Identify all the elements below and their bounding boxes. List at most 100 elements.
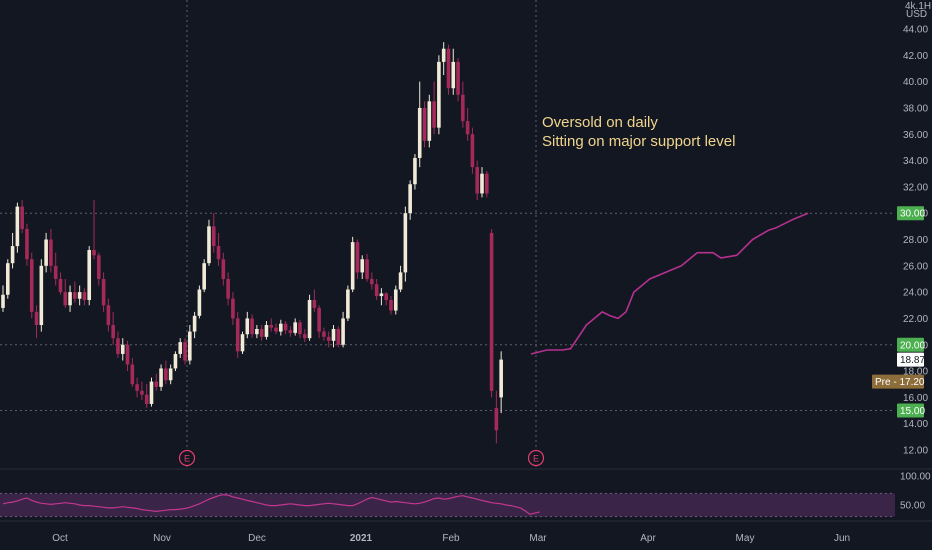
candle bbox=[250, 314, 254, 339]
candle-body bbox=[101, 278, 106, 306]
candle bbox=[207, 219, 211, 266]
candle-body bbox=[384, 293, 388, 301]
candle-body bbox=[15, 206, 20, 247]
candle bbox=[164, 360, 168, 385]
price-level-tag: 15.00 bbox=[897, 403, 925, 418]
candle bbox=[331, 325, 336, 348]
candle bbox=[283, 321, 288, 335]
price-level-tag-label: 30.00 bbox=[900, 209, 925, 220]
chart-annotation: Oversold on daily bbox=[542, 114, 658, 131]
candle-body bbox=[231, 298, 235, 319]
price-level-tag: 20.00 bbox=[897, 337, 925, 352]
candle-body bbox=[413, 157, 417, 185]
candle bbox=[274, 323, 278, 335]
candle bbox=[384, 292, 388, 306]
candle-body bbox=[183, 342, 187, 361]
candle bbox=[34, 305, 39, 339]
candle-body bbox=[211, 226, 216, 247]
candle-body bbox=[29, 259, 34, 312]
candle bbox=[422, 101, 427, 148]
candle bbox=[379, 288, 384, 306]
candle bbox=[82, 288, 87, 306]
candle-body bbox=[250, 318, 254, 335]
candle bbox=[484, 171, 489, 198]
candle-body bbox=[489, 232, 494, 391]
price-level-tag-label: 18.87 bbox=[900, 355, 925, 366]
candle-body bbox=[326, 336, 331, 341]
candle-body bbox=[355, 242, 360, 273]
candle-body bbox=[63, 292, 68, 306]
candle-body bbox=[178, 342, 183, 354]
candle bbox=[73, 281, 77, 303]
price-tick-label: 40.00 bbox=[903, 77, 928, 88]
price-level-tag-bg bbox=[897, 352, 924, 367]
candle-body bbox=[197, 289, 202, 316]
candle bbox=[173, 351, 178, 372]
candle bbox=[456, 57, 460, 102]
candle bbox=[307, 294, 312, 341]
candle bbox=[101, 272, 106, 312]
candle-body bbox=[374, 284, 379, 297]
candle bbox=[159, 364, 163, 391]
candle-body bbox=[245, 318, 250, 335]
candle-body bbox=[279, 323, 283, 332]
candle bbox=[63, 278, 68, 308]
candle bbox=[259, 325, 264, 341]
candle bbox=[317, 305, 321, 339]
candle bbox=[279, 319, 283, 336]
candle-body bbox=[192, 315, 197, 332]
earnings-marker: E bbox=[178, 449, 196, 467]
candle bbox=[499, 351, 503, 414]
candle bbox=[370, 272, 374, 290]
candle-body bbox=[451, 61, 456, 89]
candle bbox=[221, 252, 226, 286]
candle bbox=[135, 377, 139, 398]
candle bbox=[446, 44, 451, 95]
candle-body bbox=[403, 213, 408, 273]
candle-body bbox=[49, 239, 53, 266]
earnings-marker-circle bbox=[527, 449, 545, 467]
candle bbox=[451, 48, 456, 95]
candle bbox=[475, 160, 480, 201]
candle bbox=[341, 311, 345, 348]
candle bbox=[365, 253, 369, 282]
price-unit-label: 4k.1H bbox=[905, 1, 931, 12]
time-tick-label: Mar bbox=[529, 533, 547, 544]
candle-body bbox=[461, 94, 465, 122]
candle bbox=[437, 55, 441, 135]
chart-annotation: Sitting on major support level bbox=[542, 133, 735, 150]
candle-body bbox=[73, 292, 77, 299]
candle-body bbox=[427, 101, 432, 141]
candle-body bbox=[346, 289, 350, 319]
candle bbox=[1, 285, 5, 312]
price-tick-label: 22.00 bbox=[903, 314, 928, 325]
earnings-marker-label: E bbox=[184, 454, 190, 464]
candle-body bbox=[441, 48, 446, 62]
candle-body bbox=[470, 134, 475, 168]
candle-body bbox=[446, 48, 451, 89]
candle-body bbox=[116, 338, 120, 354]
candle-body bbox=[221, 259, 226, 279]
candle-body bbox=[499, 359, 503, 398]
candle-body bbox=[307, 300, 312, 339]
candle bbox=[87, 246, 92, 306]
candle-body bbox=[207, 226, 211, 264]
price-tick-label: 18.00 bbox=[903, 367, 928, 378]
time-tick-label: Feb bbox=[442, 533, 460, 544]
candle-body bbox=[235, 318, 240, 352]
earnings-marker-label: E bbox=[533, 454, 539, 464]
rsi-tick-label: 50.00 bbox=[900, 501, 925, 512]
candle bbox=[408, 180, 412, 220]
earnings-marker: E bbox=[527, 449, 545, 467]
candle-body bbox=[111, 325, 115, 339]
candle bbox=[336, 326, 341, 348]
candle bbox=[15, 202, 20, 253]
candle bbox=[168, 364, 173, 385]
candle-body bbox=[140, 390, 144, 395]
candle-body bbox=[34, 311, 39, 326]
candle-body bbox=[120, 344, 125, 354]
candle-body bbox=[317, 307, 321, 332]
candle-body bbox=[144, 394, 149, 404]
candle bbox=[68, 285, 72, 312]
